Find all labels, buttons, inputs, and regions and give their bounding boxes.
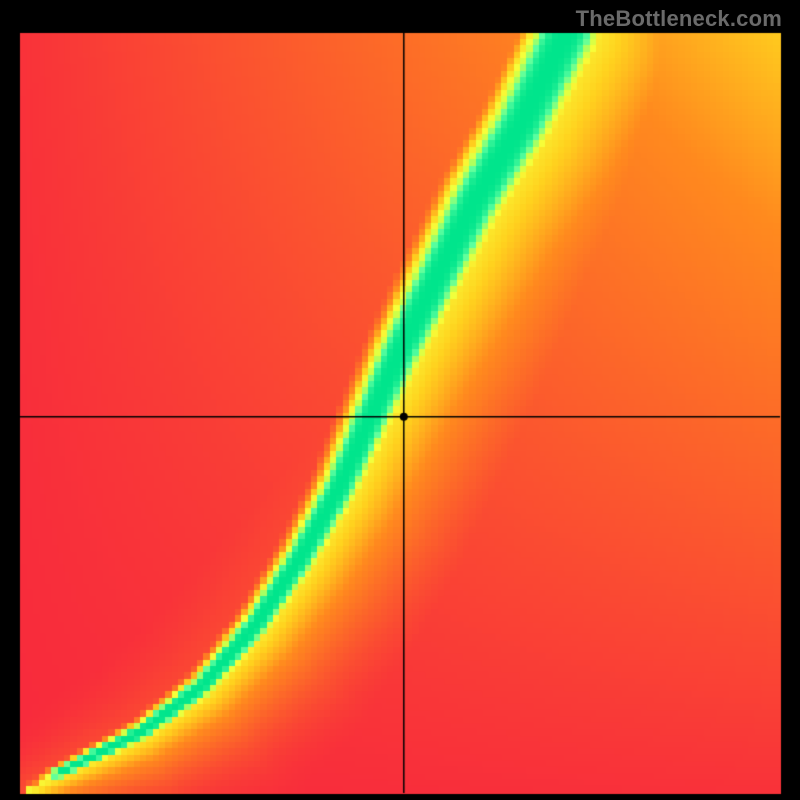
- heatmap-canvas: [0, 0, 800, 800]
- watermark-text: TheBottleneck.com: [576, 6, 782, 32]
- bottleneck-heatmap: TheBottleneck.com: [0, 0, 800, 800]
